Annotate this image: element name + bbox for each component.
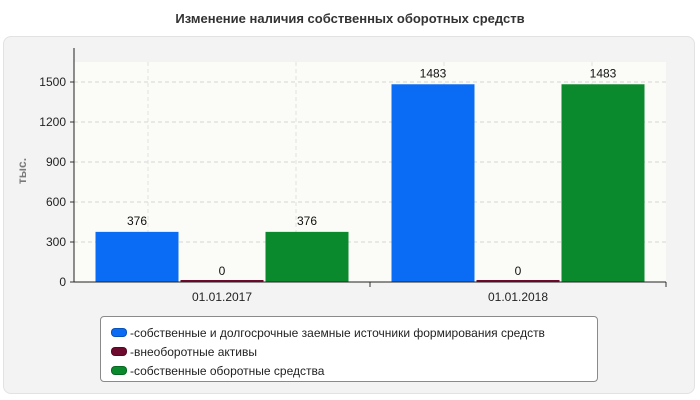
legend-prefix: - bbox=[130, 344, 134, 359]
legend-label-series-1: собственные и долгосрочные заемные источ… bbox=[134, 325, 545, 340]
legend-prefix: - bbox=[130, 363, 134, 378]
x-tick-label: 01.01.2018 bbox=[488, 290, 548, 304]
data-label: 376 bbox=[297, 214, 317, 228]
legend-label-series-3: собственные оборотные средства bbox=[134, 363, 325, 378]
legend-swatch-series-2 bbox=[111, 347, 127, 356]
bar bbox=[476, 280, 560, 282]
y-tick-label: 1200 bbox=[39, 115, 66, 129]
y-axis-title: тыс. bbox=[15, 157, 29, 185]
data-label: 0 bbox=[515, 264, 522, 278]
y-tick-label: 900 bbox=[46, 155, 66, 169]
y-tick-label: 600 bbox=[46, 195, 66, 209]
legend-swatch-series-3 bbox=[111, 366, 127, 375]
chart-legend: - собственные и долгосрочные заемные ист… bbox=[100, 316, 598, 382]
bar bbox=[561, 84, 645, 283]
legend-swatch-series-1 bbox=[111, 328, 127, 337]
chart-title: Изменение наличия собственных оборотных … bbox=[175, 11, 525, 26]
legend-item-series-2: - внеоборотные активы bbox=[111, 342, 597, 361]
data-label: 0 bbox=[219, 264, 226, 278]
data-label: 376 bbox=[127, 214, 147, 228]
legend-item-series-3: - собственные оборотные средства bbox=[111, 361, 597, 380]
y-tick-label: 300 bbox=[46, 235, 66, 249]
bar bbox=[265, 231, 349, 282]
x-tick-label: 01.01.2017 bbox=[192, 290, 252, 304]
legend-prefix: - bbox=[130, 325, 134, 340]
y-tick-label: 0 bbox=[59, 275, 66, 289]
legend-item-series-1: - собственные и долгосрочные заемные ист… bbox=[111, 323, 597, 342]
data-label: 1483 bbox=[420, 66, 447, 80]
data-label: 1483 bbox=[590, 66, 617, 80]
bar bbox=[95, 231, 179, 282]
y-tick-label: 1500 bbox=[39, 75, 66, 89]
legend-label-series-2: внеоборотные активы bbox=[134, 344, 257, 359]
bar bbox=[391, 84, 475, 283]
bar bbox=[180, 280, 264, 282]
